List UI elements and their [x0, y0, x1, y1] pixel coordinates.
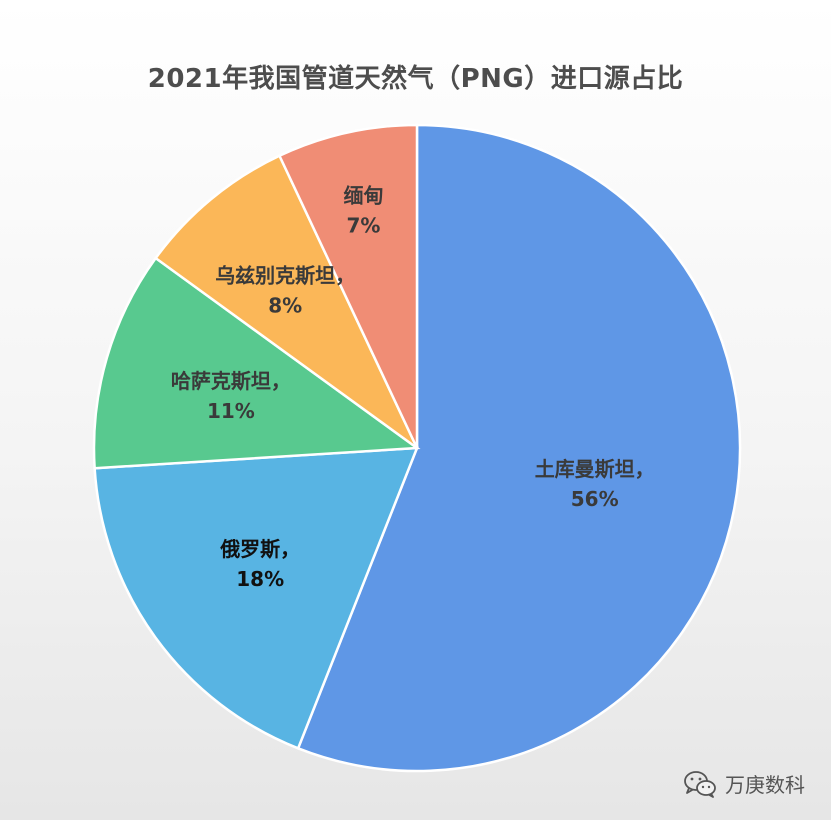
slice-percent-0: 56% — [571, 487, 619, 511]
watermark: 万庚数科 — [683, 769, 805, 798]
slice-percent-2: 11% — [207, 399, 255, 423]
slice-percent-3: 8% — [268, 294, 302, 318]
slice-label-3: 乌兹别克斯坦， — [215, 264, 355, 288]
watermark-text: 万庚数科 — [725, 773, 805, 797]
pie-slice-1 — [93, 446, 419, 750]
slice-label-1: 俄罗斯， — [219, 537, 300, 561]
pie-slice-2 — [92, 256, 421, 470]
slice-percent-4: 7% — [347, 213, 381, 237]
slice-percent-1: 18% — [236, 567, 284, 591]
slice-label-2: 哈萨克斯坦， — [171, 369, 291, 393]
slice-label-4: 缅甸 — [344, 183, 384, 207]
wechat-icon — [684, 770, 716, 798]
pie-slices — [92, 123, 742, 773]
pie-labels: 土库曼斯坦， 56% 俄罗斯， 18% 哈萨克斯坦， 11% 乌兹别克斯坦， 8% 缅甸 7% — [171, 183, 655, 591]
pie-slice-3 — [153, 154, 419, 450]
slice-label-0: 土库曼斯坦， — [535, 457, 655, 481]
pie-slice-4 — [277, 123, 419, 449]
chart-title: 2021年我国管道天然气（PNG）进口源占比 — [147, 64, 684, 94]
pie-slice-0 — [296, 123, 742, 773]
